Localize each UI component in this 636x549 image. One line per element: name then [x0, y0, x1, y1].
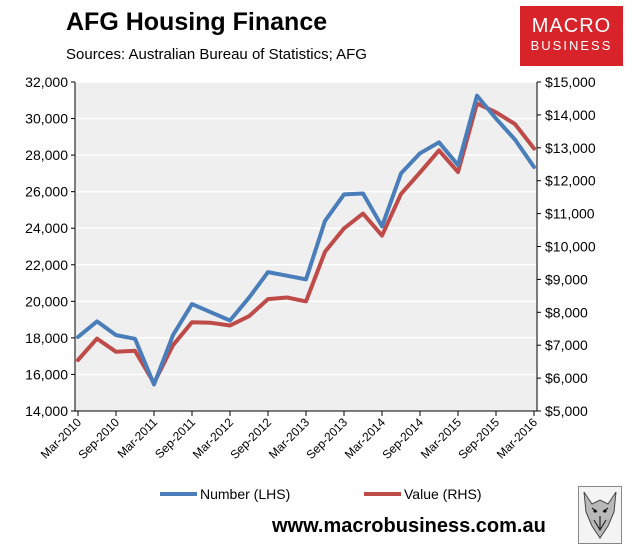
- left-tick-label: 14,000: [25, 403, 68, 419]
- chart-title: AFG Housing Finance: [66, 8, 328, 36]
- right-tick-label: $9,000: [545, 271, 588, 287]
- right-tick-label: $7,000: [545, 337, 588, 353]
- right-tick-label: $6,000: [545, 370, 588, 386]
- left-tick-label: 26,000: [25, 184, 68, 200]
- macrobusiness-logo: MACRO BUSINESS: [520, 6, 623, 66]
- left-tick-label: 22,000: [25, 257, 68, 273]
- wolf-icon: [578, 486, 622, 544]
- left-tick-label: 16,000: [25, 366, 68, 382]
- left-axis-ticks: 14,000 16,000 18,000 20,000 22,000 24,000 26,0…: [25, 74, 75, 419]
- chart-subtitle: Sources: Australian Bureau of Statistics…: [66, 46, 367, 63]
- x-tick-label: Sep-2013: [303, 415, 350, 462]
- right-tick-label: $8,000: [545, 304, 588, 320]
- legend-number-label: Number (LHS): [200, 486, 291, 502]
- right-tick-label: $11,000: [545, 206, 595, 222]
- left-tick-label: 32,000: [25, 74, 68, 90]
- left-tick-label: 28,000: [25, 147, 68, 163]
- x-tick-label: Sep-2014: [379, 415, 426, 462]
- right-tick-label: $13,000: [545, 140, 596, 156]
- legend-value-label: Value (RHS): [404, 486, 482, 502]
- series-number-line: [76, 93, 536, 387]
- series-layer: [76, 93, 536, 387]
- logo-line-2: BUSINESS: [530, 38, 613, 53]
- right-tick-label: $15,000: [545, 74, 596, 90]
- right-tick-label: $12,000: [545, 173, 596, 189]
- plot-area: [75, 82, 537, 411]
- left-tick-label: 24,000: [25, 220, 68, 236]
- site-url: www.macrobusiness.com.au: [272, 515, 546, 537]
- x-tick-label: Sep-2010: [75, 415, 122, 462]
- logo-line-1: MACRO: [531, 15, 612, 37]
- left-tick-label: 20,000: [25, 293, 68, 309]
- right-tick-label: $5,000: [545, 403, 588, 419]
- x-tick-label: Sep-2012: [227, 415, 274, 462]
- x-tick-label: Sep-2015: [455, 415, 502, 462]
- x-axis-ticks: Mar-2010Sep-2010Mar-2011Sep-2011Mar-2012…: [38, 411, 540, 462]
- left-tick-label: 30,000: [25, 111, 68, 127]
- right-axis-ticks: $5,000 $6,000 $7,000 $8,000 $9,000 $10,000 $11…: [537, 74, 596, 419]
- x-tick-label: Mar-2016: [494, 415, 540, 461]
- right-tick-label: $14,000: [545, 107, 596, 123]
- left-tick-label: 18,000: [25, 330, 68, 346]
- right-tick-label: $10,000: [545, 239, 596, 255]
